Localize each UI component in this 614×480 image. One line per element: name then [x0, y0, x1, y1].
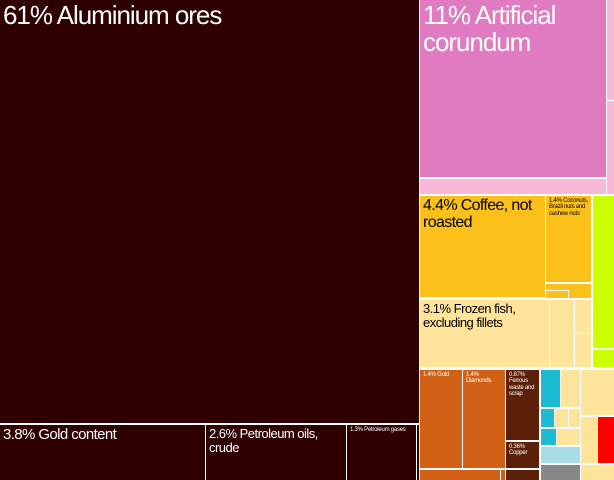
- treemap-cell: 1.4% Diamonds: [463, 370, 505, 468]
- treemap-cell-minor: [569, 409, 580, 427]
- treemap-cell: 0.87% Ferrous waste and scrap: [506, 370, 539, 440]
- treemap-cell-minor: [561, 370, 580, 407]
- treemap-cell-minor: [506, 470, 539, 480]
- treemap-cell-minor: [581, 370, 614, 415]
- cell-label: 4.4% Coffee, not roasted: [423, 197, 536, 231]
- treemap-cell-minor: [420, 470, 500, 480]
- treemap-cell: 3.8% Gold content: [0, 425, 205, 480]
- cell-label: 11% Artificial corundum: [423, 0, 562, 58]
- treemap-cell: 3.1% Frozen fish, excluding fillets: [420, 300, 549, 367]
- treemap-cell-minor: [417, 425, 419, 480]
- cell-label: 0.87% Ferrous waste and scrap: [509, 372, 536, 397]
- treemap-cell-minor: [541, 465, 580, 480]
- treemap-cell-minor: [557, 429, 580, 445]
- cell-label: 1.4% Diamonds: [466, 372, 492, 385]
- treemap-cell-minor: [420, 179, 606, 194]
- treemap-cell: 11% Artificial corundum: [420, 0, 606, 177]
- treemap-cell-minor: [541, 447, 580, 463]
- treemap-cell: 0.36% Copper: [506, 442, 539, 468]
- treemap-cell-minor: [546, 284, 591, 290]
- treemap-cell: 1.4% Coconuts, Brazil nuts and cashew nu…: [546, 196, 591, 282]
- treemap-cell-minor: [541, 429, 556, 445]
- treemap-cell: 1.3% Petroleum gases: [347, 425, 416, 480]
- treemap-cell-minor: [593, 350, 614, 367]
- cell-label: 2.6% Petroleum oils, crude: [209, 426, 321, 455]
- treemap-cell-minor: [607, 101, 614, 194]
- treemap-cell-minor: [575, 300, 591, 333]
- treemap-cell: 61% Aluminium ores: [0, 0, 419, 423]
- cell-label: 0.36% Copper: [509, 444, 528, 457]
- treemap-cell-minor: [581, 465, 614, 480]
- treemap-cell-minor: [569, 284, 591, 298]
- treemap-cell: 1.4% Gold: [420, 370, 462, 468]
- treemap-cell-minor: [501, 470, 505, 480]
- treemap-cell-minor: [575, 334, 591, 367]
- treemap-cell-minor: [546, 291, 568, 298]
- cell-label: 1.4% Coconuts, Brazil nuts and cashew nu…: [549, 198, 590, 217]
- cell-label: 1.3% Petroleum gases: [350, 427, 406, 433]
- treemap-cell-minor: [598, 417, 614, 463]
- cell-label: 3.1% Frozen fish, excluding fillets: [423, 301, 519, 330]
- treemap-cell-minor: [581, 417, 597, 463]
- treemap-cell-minor: [555, 409, 568, 427]
- treemap-cell: 2.6% Petroleum oils, crude: [206, 425, 346, 480]
- treemap-cell-minor: [593, 196, 614, 348]
- cell-label: 1.4% Gold: [423, 372, 449, 378]
- treemap-cell-minor: [541, 370, 560, 407]
- treemap-cell-minor: [607, 0, 614, 100]
- treemap-cell-minor: [541, 409, 554, 427]
- cell-label: 61% Aluminium ores: [3, 0, 222, 30]
- treemap-cell: 4.4% Coffee, not roasted: [420, 196, 545, 297]
- treemap-cell-minor: [550, 300, 574, 367]
- cell-label: 3.8% Gold content: [3, 426, 117, 443]
